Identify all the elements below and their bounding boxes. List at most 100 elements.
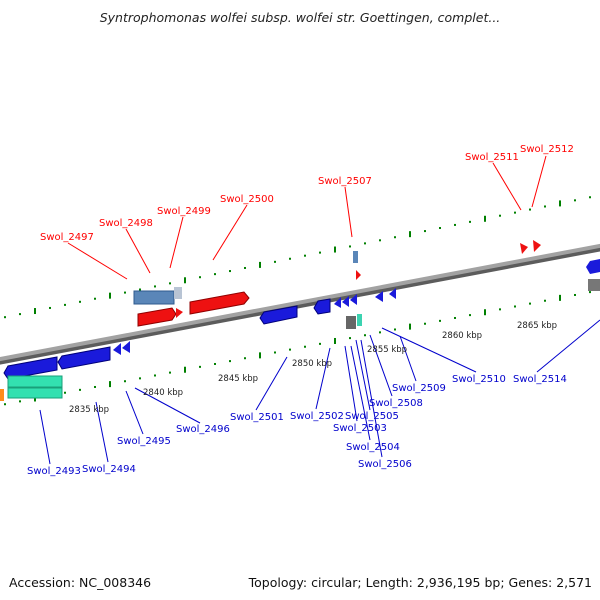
topology-summary: Topology: circular; Length: 2,936,195 bp… <box>248 575 592 590</box>
gene-label-reverse[interactable]: Swol_2502 <box>290 411 344 422</box>
gene-label-reverse[interactable]: Swol_2504 <box>346 442 400 453</box>
major-tick <box>184 277 186 284</box>
major-tick <box>484 309 486 316</box>
gene-labels[interactable]: Swol_2497 Swol_2498 Swol_2499 Swol_2500 … <box>27 144 574 477</box>
gene-label-reverse[interactable]: Swol_2509 <box>392 383 446 394</box>
gene-features[interactable] <box>0 240 600 401</box>
minor-tick <box>94 385 96 388</box>
gene-box-teal <box>7 375 63 388</box>
minor-tick <box>79 388 81 391</box>
minor-tick <box>289 348 291 351</box>
gene-arrow <box>533 240 541 252</box>
minor-tick <box>94 297 96 300</box>
gene-label-reverse[interactable]: Swol_2508 <box>369 398 423 409</box>
gene-label-forward[interactable]: Swol_2500 <box>220 194 274 205</box>
gene-arrow <box>350 294 357 305</box>
gene-box-teal <box>7 387 63 399</box>
minor-tick <box>304 345 306 348</box>
minor-tick <box>49 306 51 309</box>
gene-box-steelblue <box>133 290 175 305</box>
gene-label-reverse[interactable]: Swol_2514 <box>513 374 567 385</box>
gene-label-reverse[interactable]: Swol_2506 <box>358 459 412 470</box>
gene-arrow <box>389 288 396 299</box>
gene-label-reverse[interactable]: Swol_2501 <box>230 412 284 423</box>
gene-label-reverse[interactable]: Swol_2496 <box>176 424 230 435</box>
minor-tick <box>379 331 381 334</box>
minor-tick <box>514 305 516 308</box>
minor-tick <box>154 285 156 288</box>
gene-arrow <box>189 291 250 315</box>
gene-arrow <box>520 243 528 254</box>
ruler-ticks <box>4 196 591 406</box>
gene-box-grey <box>588 279 600 291</box>
gene-box-orange <box>0 389 4 401</box>
gene-label-forward[interactable]: Swol_2511 <box>465 152 519 163</box>
minor-tick <box>529 208 531 211</box>
minor-tick <box>364 242 366 245</box>
kbp-label: 2840 kbp <box>143 388 183 398</box>
leader-line <box>399 335 417 382</box>
gene-arrow <box>313 298 331 315</box>
kbp-label: 2860 kbp <box>442 331 482 341</box>
leader-line <box>95 401 109 463</box>
minor-tick <box>439 319 441 322</box>
leader-line <box>344 345 358 422</box>
minor-tick <box>229 270 231 273</box>
gene-label-reverse[interactable]: Swol_2503 <box>333 423 387 434</box>
minor-tick <box>214 362 216 365</box>
minor-tick <box>229 360 231 363</box>
gene-box-teal <box>357 314 362 326</box>
minor-tick <box>319 251 321 254</box>
minor-tick <box>589 291 591 294</box>
minor-tick <box>169 371 171 374</box>
leader-line <box>350 345 371 441</box>
gene-label-reverse[interactable]: Swol_2493 <box>27 466 81 477</box>
gene-label-reverse[interactable]: Swol_2494 <box>82 464 136 475</box>
minor-tick <box>274 260 276 263</box>
gene-label-forward[interactable]: Swol_2498 <box>99 218 153 229</box>
leader-line <box>125 228 151 274</box>
leader-line <box>531 155 547 208</box>
major-tick <box>484 215 486 222</box>
gene-arrow <box>375 291 383 302</box>
minor-tick <box>394 328 396 331</box>
gene-arrow <box>586 259 600 274</box>
kbp-label: 2865 kbp <box>517 321 557 331</box>
gene-label-forward[interactable]: Swol_2512 <box>520 144 574 155</box>
minor-tick <box>4 316 6 319</box>
minor-tick <box>499 308 501 311</box>
gene-label-forward[interactable]: Swol_2497 <box>40 232 94 243</box>
gene-arrow <box>137 307 177 327</box>
minor-tick <box>64 391 66 394</box>
minor-tick <box>574 293 576 296</box>
minor-tick <box>424 230 426 233</box>
major-tick <box>109 292 111 299</box>
gene-arrow <box>113 343 121 355</box>
accession-label: Accession: NC_008346 <box>9 575 152 590</box>
gene-label-forward[interactable]: Swol_2507 <box>318 176 372 187</box>
gene-arrow <box>334 297 341 308</box>
gene-label-reverse[interactable]: Swol_2505 <box>345 411 399 422</box>
leader-line <box>344 186 353 238</box>
major-tick <box>559 200 561 207</box>
minor-tick <box>19 313 21 316</box>
gene-label-forward[interactable]: Swol_2499 <box>157 206 211 217</box>
major-tick <box>334 337 336 344</box>
major-tick <box>34 308 36 315</box>
gene-arrow <box>356 270 361 280</box>
major-tick <box>409 323 411 330</box>
minor-tick <box>514 211 516 214</box>
map-title: Syntrophomonas wolfei subsp. wolfei str.… <box>99 10 501 25</box>
minor-tick <box>244 266 246 269</box>
gene-arrow <box>176 308 183 318</box>
gene-label-reverse[interactable]: Swol_2495 <box>117 436 171 447</box>
gene-arrow <box>259 305 298 325</box>
minor-tick <box>349 337 351 340</box>
leader-line <box>369 334 393 397</box>
minor-tick <box>139 377 141 380</box>
kbp-label: 2845 kbp <box>218 374 258 384</box>
minor-tick <box>199 365 201 368</box>
minor-tick <box>544 205 546 208</box>
gene-label-reverse[interactable]: Swol_2510 <box>452 374 506 385</box>
